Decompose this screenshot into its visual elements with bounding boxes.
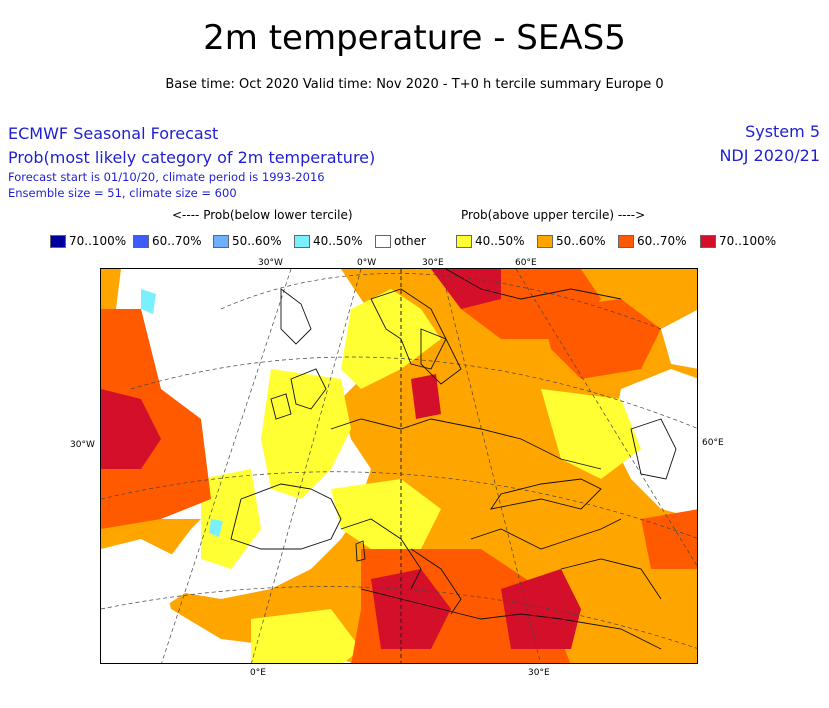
region-other-east <box>611 369 697 519</box>
lon-label-bottom-30e: 30°E <box>528 668 550 678</box>
probability-map <box>100 268 698 664</box>
region-above-40-50-scandinavia <box>341 289 441 389</box>
region-above-70-100-med-east <box>501 569 581 649</box>
legend-item-above-40-50: 40..50% <box>456 234 525 248</box>
legend-swatch <box>537 234 553 248</box>
legend-item-above-50-60: 50..60% <box>537 234 606 248</box>
lat-label-left: 30°W <box>70 440 95 450</box>
legend-swatch <box>50 234 66 248</box>
forecast-variable: Prob(most likely category of 2m temperat… <box>8 148 376 167</box>
legend-item-below-60-70: 60..70% <box>133 234 202 248</box>
region-above-60-70-caspian <box>641 509 697 569</box>
region-above-70-100-atlantic <box>101 389 161 469</box>
forecast-source: ECMWF Seasonal Forecast <box>8 124 219 143</box>
legend-swatch <box>456 234 472 248</box>
coastlines <box>230 269 677 650</box>
lat-label-right: 60°E <box>702 438 724 448</box>
legend-item-below-50-60: 50..60% <box>213 234 282 248</box>
legend: 70..100% 60..70% 50..60% 40..50% other 4… <box>0 234 829 252</box>
system-label: System 5 <box>745 122 820 141</box>
above-tercile-label: Prob(above upper tercile) ----> <box>461 208 646 222</box>
legend-swatch <box>294 234 310 248</box>
lon-label-top-60e: 60°E <box>515 258 537 268</box>
legend-label: 40..50% <box>475 234 525 248</box>
chart-title: 2m temperature - SEAS5 <box>203 18 626 58</box>
legend-label: 70..100% <box>719 234 777 248</box>
region-above-70-100-baltic <box>411 374 441 419</box>
region-above-40-50-south <box>251 609 361 663</box>
legend-swatch <box>375 234 391 248</box>
region-above-40-50-central <box>331 479 441 549</box>
lon-label-top-30w: 30°W <box>258 258 283 268</box>
legend-item-below-40-50: 40..50% <box>294 234 363 248</box>
legend-label: 60..70% <box>637 234 687 248</box>
ensemble-info: Ensemble size = 51, climate size = 600 <box>8 186 237 200</box>
region-above-70-100-med-west <box>371 569 451 649</box>
legend-label: 40..50% <box>313 234 363 248</box>
map-canvas <box>101 269 697 663</box>
legend-item-other: other <box>375 234 426 248</box>
region-above-40-50-east <box>541 389 641 479</box>
legend-label: 60..70% <box>152 234 202 248</box>
period-label: NDJ 2020/21 <box>719 146 820 165</box>
legend-swatch <box>700 234 716 248</box>
legend-label: other <box>394 234 426 248</box>
legend-label: 50..60% <box>232 234 282 248</box>
region-above-40-50-west <box>261 369 351 499</box>
chart-subtitle: Base time: Oct 2020 Valid time: Nov 2020… <box>165 77 664 92</box>
legend-item-below-70-100: 70..100% <box>50 234 126 248</box>
legend-item-above-60-70: 60..70% <box>618 234 687 248</box>
legend-swatch <box>618 234 634 248</box>
region-other-northeast <box>661 310 697 369</box>
region-above-70-100-arctic <box>431 269 501 309</box>
region-other-west <box>101 539 191 619</box>
graticule <box>101 269 697 663</box>
region-below-40-50-iberia <box>209 519 223 537</box>
legend-swatch <box>133 234 149 248</box>
legend-label: 50..60% <box>556 234 606 248</box>
lon-label-top-30e: 30°E <box>422 258 444 268</box>
legend-swatch <box>213 234 229 248</box>
legend-item-above-70-100: 70..100% <box>700 234 776 248</box>
legend-label: 70..100% <box>69 234 127 248</box>
below-tercile-label: <---- Prob(below lower tercile) <box>172 208 353 222</box>
forecast-start-info: Forecast start is 01/10/20, climate peri… <box>8 170 325 184</box>
region-below-40-50-greenland <box>141 289 156 314</box>
lon-label-top-0w: 0°W <box>357 258 377 268</box>
region-above-60-70-westedge <box>101 309 211 529</box>
lon-label-bottom-0e: 0°E <box>250 668 266 678</box>
